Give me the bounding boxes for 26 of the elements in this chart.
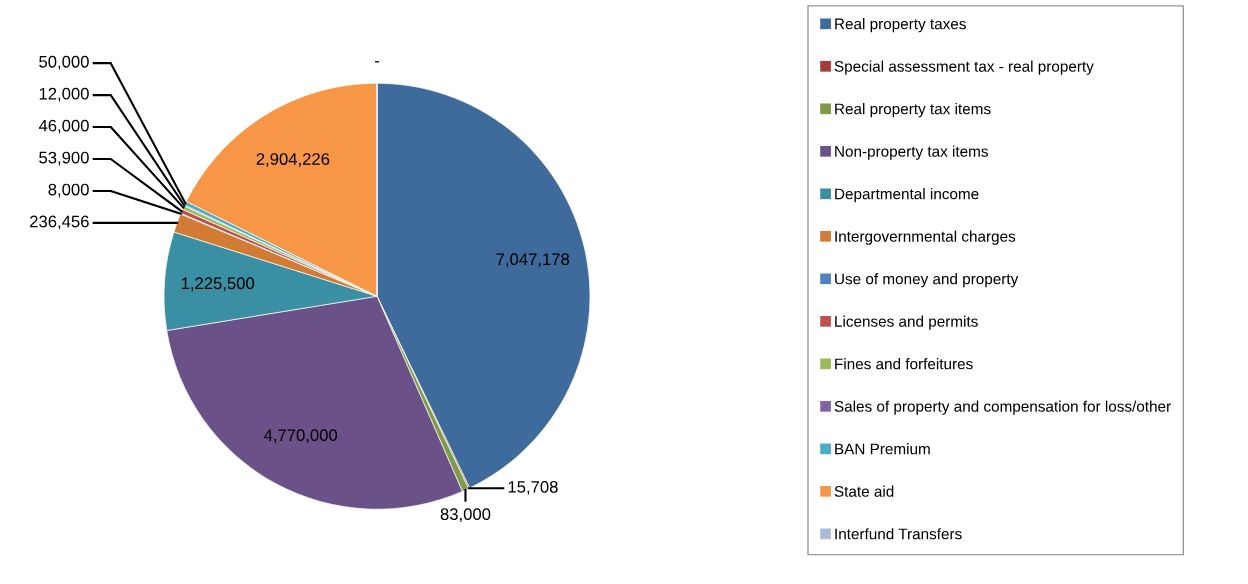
legend-label: State aid xyxy=(834,485,894,497)
data-label: 53,900 xyxy=(39,151,89,166)
data-label: 2,904,226 xyxy=(256,153,330,167)
data-label: 236,456 xyxy=(30,215,89,230)
legend-label: Real property tax items xyxy=(835,103,991,118)
legend-label: Sales of property and compensation for loss/other xyxy=(834,400,1171,415)
data-label: 4,770,000 xyxy=(263,429,338,444)
data-label: 8,000 xyxy=(48,183,89,198)
legend-label: Licenses and permits xyxy=(835,315,978,330)
legend-label: Special assessment tax - real property xyxy=(834,60,1094,75)
data-label: 12,000 xyxy=(39,87,89,102)
legend-label: Departmental income xyxy=(835,188,979,203)
legend-label: Use of money and property xyxy=(835,273,1019,288)
legend-label: Intergovernmental charges xyxy=(835,230,1016,245)
data-label: 1,225,500 xyxy=(181,277,255,292)
legend-label: Interfund Transfers xyxy=(835,528,962,540)
legend-label: Fines and forfeitures xyxy=(835,358,973,370)
data-label: 15,708 xyxy=(508,480,558,495)
legend-label: Real property taxes xyxy=(835,18,966,33)
data-label: 50,000 xyxy=(39,55,89,70)
legend-label: BAN Premium xyxy=(835,443,930,455)
text: - xyxy=(374,61,380,63)
legend-label: Non-property tax items xyxy=(835,145,988,160)
data-label: 46,000 xyxy=(38,119,89,134)
data-label: 83,000 xyxy=(440,508,491,523)
data-label: 7,047,178 xyxy=(496,253,570,268)
